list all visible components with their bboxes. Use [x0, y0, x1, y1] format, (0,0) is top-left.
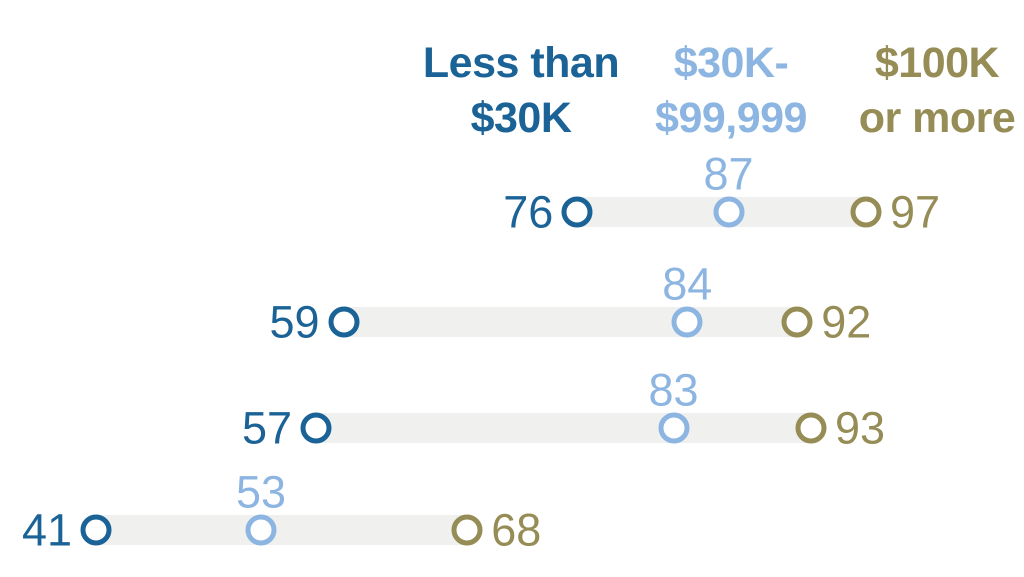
connector-bar	[96, 515, 468, 545]
legend-label-line: $99,999	[655, 94, 807, 142]
value-label-100k-or-more: 93	[835, 402, 886, 454]
value-label-100k-or-more: 68	[491, 504, 542, 556]
connector-bar	[343, 307, 798, 337]
legend-label-line: Less than	[422, 39, 620, 87]
value-label-30k-to-99999: 87	[703, 148, 754, 200]
connector-bar	[316, 413, 811, 443]
legend-label-line: or more	[858, 94, 1016, 142]
legend-label-line: $30K-	[673, 39, 789, 87]
value-label-100k-or-more: 92	[821, 296, 872, 348]
dot-less-than-30k	[80, 514, 112, 546]
dot-30k-to-99999	[245, 514, 277, 546]
value-label-less-than-30k: 57	[241, 402, 292, 454]
dot-less-than-30k	[300, 412, 332, 444]
dot-100k-or-more	[850, 196, 882, 228]
legend-item-30k-to-99999: $30K- $99,999	[655, 36, 807, 146]
dot-30k-to-99999	[671, 306, 703, 338]
value-label-less-than-30k: 59	[269, 296, 320, 348]
legend-label-line: $100K	[874, 39, 1000, 87]
value-label-less-than-30k: 76	[503, 186, 554, 238]
legend-item-100k-or-more: $100K or more	[859, 36, 1016, 146]
legend-label-line: $30K	[470, 94, 572, 142]
dot-100k-or-more	[795, 412, 827, 444]
value-label-30k-to-99999: 83	[648, 364, 699, 416]
value-label-100k-or-more: 97	[890, 186, 941, 238]
value-label-30k-to-99999: 84	[662, 258, 713, 310]
dot-100k-or-more	[451, 514, 483, 546]
dot-100k-or-more	[781, 306, 813, 338]
value-label-30k-to-99999: 53	[235, 466, 287, 518]
value-label-less-than-30k: 41	[21, 504, 72, 556]
dot-30k-to-99999	[713, 196, 744, 228]
dot-30k-to-99999	[658, 412, 689, 444]
legend-item-less-than-30k: Less than $30K	[422, 36, 620, 146]
dot-less-than-30k	[561, 196, 593, 228]
dot-less-than-30k	[328, 306, 359, 338]
